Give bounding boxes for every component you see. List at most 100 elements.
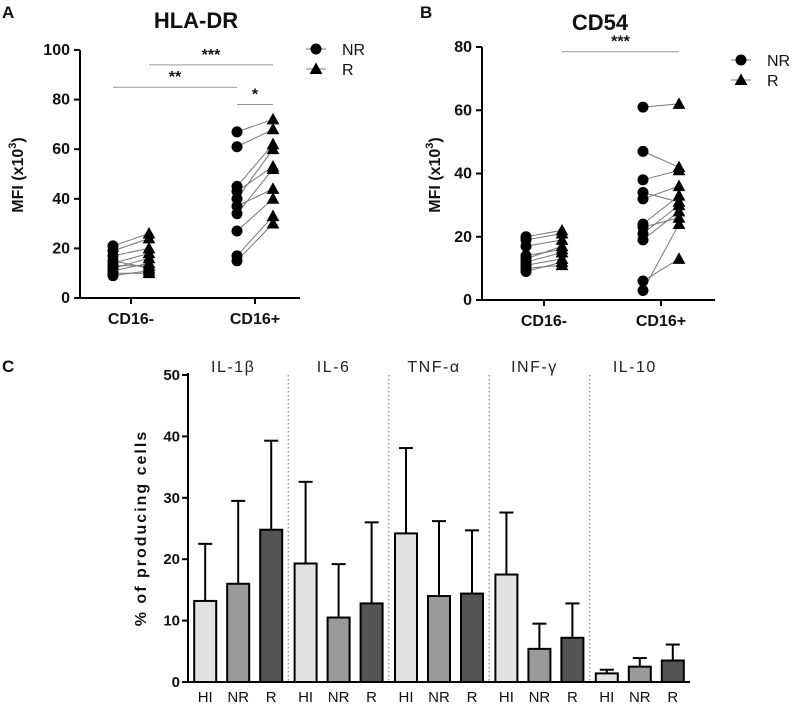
bar xyxy=(660,659,685,684)
r-point xyxy=(266,209,280,222)
panel-b-title: CD54 xyxy=(572,10,629,35)
nr-point xyxy=(637,145,649,157)
panel-b-ylabel-close: ) xyxy=(427,137,444,142)
r-point xyxy=(266,122,280,135)
r-point xyxy=(266,112,280,125)
nr-point xyxy=(107,240,119,252)
nr-point xyxy=(231,180,243,192)
bar xyxy=(627,665,652,684)
nr-point xyxy=(637,101,649,113)
group-label: IL-1β xyxy=(211,359,255,376)
panel-a-title: HLA-DR xyxy=(154,8,238,33)
x-tick-label: NR xyxy=(227,689,249,705)
r-point xyxy=(142,241,156,254)
nr-point xyxy=(637,275,649,287)
x-tick-label: HI xyxy=(499,689,514,705)
bar xyxy=(394,532,418,683)
pair-line xyxy=(525,239,563,247)
panel-b-y-axis-label: MFI (x103) xyxy=(424,137,444,212)
bar xyxy=(560,636,585,683)
pair-line xyxy=(642,185,680,200)
r-point xyxy=(672,189,686,201)
group-label: TNF-α xyxy=(407,359,460,376)
r-point xyxy=(672,179,686,192)
r-point xyxy=(266,192,280,204)
bar xyxy=(293,562,318,683)
pair-line xyxy=(525,248,563,257)
panel-b-legend-nr: NR xyxy=(767,53,790,70)
panel-a-ylabel-main: MFI (x10 xyxy=(10,149,27,213)
y-tick-label: 20 xyxy=(454,229,472,246)
nr-point xyxy=(520,231,532,243)
panel-b-ylabel-exp: 3 xyxy=(424,143,436,149)
x-tick-label: HI xyxy=(399,689,414,705)
panel-b-ylabel-main: MFI (x10 xyxy=(427,149,444,213)
r-point xyxy=(266,182,280,194)
bar xyxy=(326,616,351,684)
bar xyxy=(427,595,451,683)
r-point xyxy=(266,159,280,172)
nr-point xyxy=(637,221,649,233)
r-point xyxy=(672,217,686,230)
pair-line xyxy=(236,198,274,232)
pair-line xyxy=(112,257,150,269)
panel-letter-c: C xyxy=(2,357,14,376)
y-tick-label: 0 xyxy=(172,674,180,691)
significance-label: * xyxy=(252,87,259,104)
x-tick-label: NR xyxy=(529,689,551,705)
r-point xyxy=(555,252,569,264)
y-tick-label: 60 xyxy=(52,141,70,158)
pair-line xyxy=(236,143,274,187)
nr-point xyxy=(231,141,243,153)
nr-point xyxy=(520,259,532,271)
y-tick-label: 60 xyxy=(454,102,472,119)
panel-a-y-axis-label: MFI (x103) xyxy=(7,137,27,212)
r-point xyxy=(672,97,686,109)
bar xyxy=(460,592,484,683)
y-tick-label: 0 xyxy=(61,290,70,307)
bar xyxy=(193,599,218,684)
x-tick-label: NR xyxy=(328,689,350,705)
panel-c-y-axis-label: % of producing cells xyxy=(133,430,150,626)
nr-point xyxy=(637,186,649,198)
nr-point xyxy=(520,250,532,262)
x-tick-label: CD16+ xyxy=(230,311,280,328)
pair-line xyxy=(236,168,274,214)
r-point xyxy=(672,252,686,264)
pair-line xyxy=(525,229,563,238)
r-point xyxy=(672,211,686,223)
x-tick-label: HI xyxy=(298,689,313,705)
bar xyxy=(527,647,552,683)
x-tick-label: CD16- xyxy=(521,313,567,330)
r-point xyxy=(672,204,686,217)
panel-a-ylabel-exp: 3 xyxy=(7,143,19,149)
group-label: IL-6 xyxy=(317,359,351,376)
legend-marker-nr xyxy=(735,54,747,66)
bar xyxy=(226,582,251,684)
bar xyxy=(259,528,284,684)
nr-point xyxy=(637,285,649,297)
r-point xyxy=(555,242,569,255)
legend-marker-r xyxy=(734,73,748,85)
significance-label: *** xyxy=(202,47,221,64)
nr-point xyxy=(231,225,243,237)
x-tick-label: CD16+ xyxy=(636,313,686,330)
bar xyxy=(494,573,519,683)
y-tick-label: 20 xyxy=(52,240,70,257)
group-label: INF-γ xyxy=(511,359,558,376)
x-tick-label: CD16- xyxy=(108,311,154,328)
x-tick-label: NR xyxy=(428,689,450,705)
pair-line xyxy=(112,260,150,269)
nr-point xyxy=(231,126,243,138)
y-tick-label: 40 xyxy=(454,166,472,183)
x-tick-label: R xyxy=(467,689,478,705)
y-tick-label: 0 xyxy=(463,292,472,309)
pair-line xyxy=(236,148,274,200)
y-tick-label: 30 xyxy=(163,490,180,507)
panel-a-ylabel-close: ) xyxy=(10,137,27,142)
x-tick-label: R xyxy=(366,689,377,705)
x-tick-label: NR xyxy=(629,689,651,705)
pair-line xyxy=(525,258,563,266)
pair-line xyxy=(112,233,150,247)
